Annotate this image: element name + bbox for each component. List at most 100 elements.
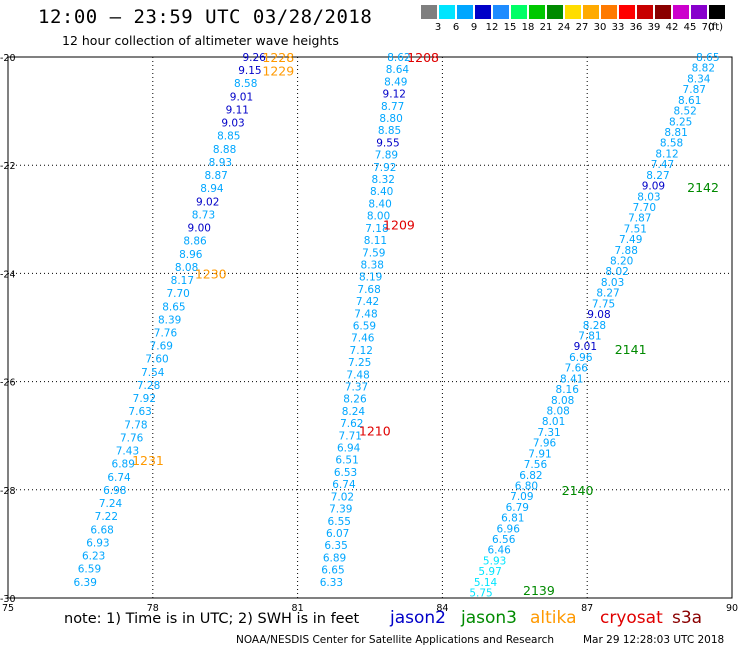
wave-height-value: 6.98 [103,485,126,497]
wave-height-value: 8.82 [692,63,715,75]
wave-height-value: 7.49 [619,234,642,246]
wave-height-value: 9.12 [383,89,406,101]
wave-height-value: 6.96 [497,523,521,535]
y-tick-label: -26 [0,378,16,389]
wave-height-value: 7.09 [510,491,533,503]
wave-height-value: 8.38 [361,259,384,271]
wave-height-value: 7.24 [99,498,123,510]
scale-label: 12 [485,22,499,33]
wave-height-value: 6.55 [328,516,351,528]
scale-swatch [673,5,689,19]
wave-height-value: 7.92 [133,393,156,405]
wave-height-value: 7.66 [565,363,589,375]
wave-height-value: 7.89 [375,150,398,162]
wave-height-value: 8.01 [542,416,565,428]
wave-height-value: 8.93 [209,157,232,169]
wave-height-value: 8.65 [696,52,719,64]
footer-timestamp: Mar 29 12:28:03 UTC 2018 [583,634,725,646]
wave-height-value: 7.48 [354,308,377,320]
wave-height-value: 8.81 [664,127,687,139]
scale-swatch [619,5,635,19]
wave-height-value: 8.77 [381,101,404,113]
wave-height-value: 9.15 [238,65,261,77]
wave-height-value: 8.11 [364,235,387,247]
wave-height-value: 8.39 [158,314,181,326]
scale-swatch [421,5,437,19]
wave-height-value: 6.74 [107,472,131,484]
pass-time-label: 2140 [562,483,594,498]
wave-height-value: 6.59 [353,320,376,332]
wave-height-value: 8.86 [183,236,207,248]
scale-label: 30 [593,22,607,33]
wave-height-value: 7.02 [331,491,354,503]
wave-height-value: 8.40 [368,198,391,210]
wave-height-value: 7.51 [624,223,647,235]
scale-label: 3 [434,22,442,33]
wave-height-value: 7.78 [124,419,147,431]
pass-time-label: 2139 [523,583,555,598]
x-tick-label: 84 [436,603,448,614]
wave-height-value: 8.65 [162,301,185,313]
pass-time-label: 1228 [262,50,294,65]
wave-height-value: 8.19 [359,272,382,284]
legend-s3a: s3a [672,608,703,628]
wave-height-value: 6.23 [82,551,105,563]
wave-height-value: 8.61 [678,95,701,107]
y-tick-label: -24 [0,269,16,280]
pass-time-label: 2141 [615,342,647,357]
wave-height-value: 8.52 [673,106,696,118]
scale-swatch [529,5,545,19]
wave-height-value: 7.37 [345,382,368,394]
wave-height-value: 7.70 [633,202,656,214]
wave-height-value: 8.17 [171,275,194,287]
wave-height-value: 7.71 [339,430,362,442]
wave-height-value: 7.46 [351,333,375,345]
scale-label: 36 [629,22,643,33]
scale-swatch [691,5,707,19]
wave-height-value: 9.26 [242,52,266,64]
x-tick-label: 78 [147,603,159,614]
wave-height-value: 8.88 [213,144,236,156]
wave-height-value: 6.94 [337,443,361,455]
scale-label: 33 [611,22,625,33]
scale-label: 15 [503,22,517,33]
scale-swatch [709,5,725,19]
scale-swatch [511,5,527,19]
wave-height-value: 9.08 [587,309,610,321]
wave-height-value: 6.39 [74,577,97,589]
scale-label: 27 [575,22,589,33]
wave-height-value: 7.88 [615,245,638,257]
wave-height-value: 8.58 [234,78,257,90]
scale-label: 70 [701,22,715,33]
wave-height-value: 8.20 [610,256,633,268]
wave-height-value: 8.02 [605,266,628,278]
wave-height-value: 7.18 [365,223,388,235]
scale-label: 45 [683,22,697,33]
wave-height-value: 6.46 [487,545,511,557]
wave-height-value: 7.31 [537,427,560,439]
wave-height-value: 7.56 [524,459,548,471]
wave-height-value: 8.26 [343,394,367,406]
wave-height-value: 6.65 [321,565,344,577]
pass-time-label: 1209 [383,218,415,233]
wave-height-value: 8.08 [175,262,198,274]
x-tick-label: 81 [292,603,304,614]
wave-height-value: 8.24 [342,406,366,418]
wave-height-value: 8.25 [669,116,692,128]
wave-height-value: 8.85 [217,131,240,143]
wave-height-value: 7.43 [116,446,139,458]
wave-height-value: 8.94 [200,183,224,195]
wave-height-value: 6.74 [332,479,356,491]
scale-swatch [439,5,455,19]
wave-height-value: 8.27 [646,170,669,182]
scale-unit: (ft) [708,22,724,33]
wave-height-value: 6.79 [506,502,529,514]
wave-height-value: 7.81 [578,331,601,343]
wave-height-value: 7.96 [533,438,557,450]
wave-height-value: 7.70 [166,288,189,300]
wave-height-value: 7.91 [528,448,551,460]
pass-time-label: 1230 [195,266,227,281]
legend-jason2: jason2 [390,608,446,628]
wave-height-value: 7.22 [95,511,118,523]
